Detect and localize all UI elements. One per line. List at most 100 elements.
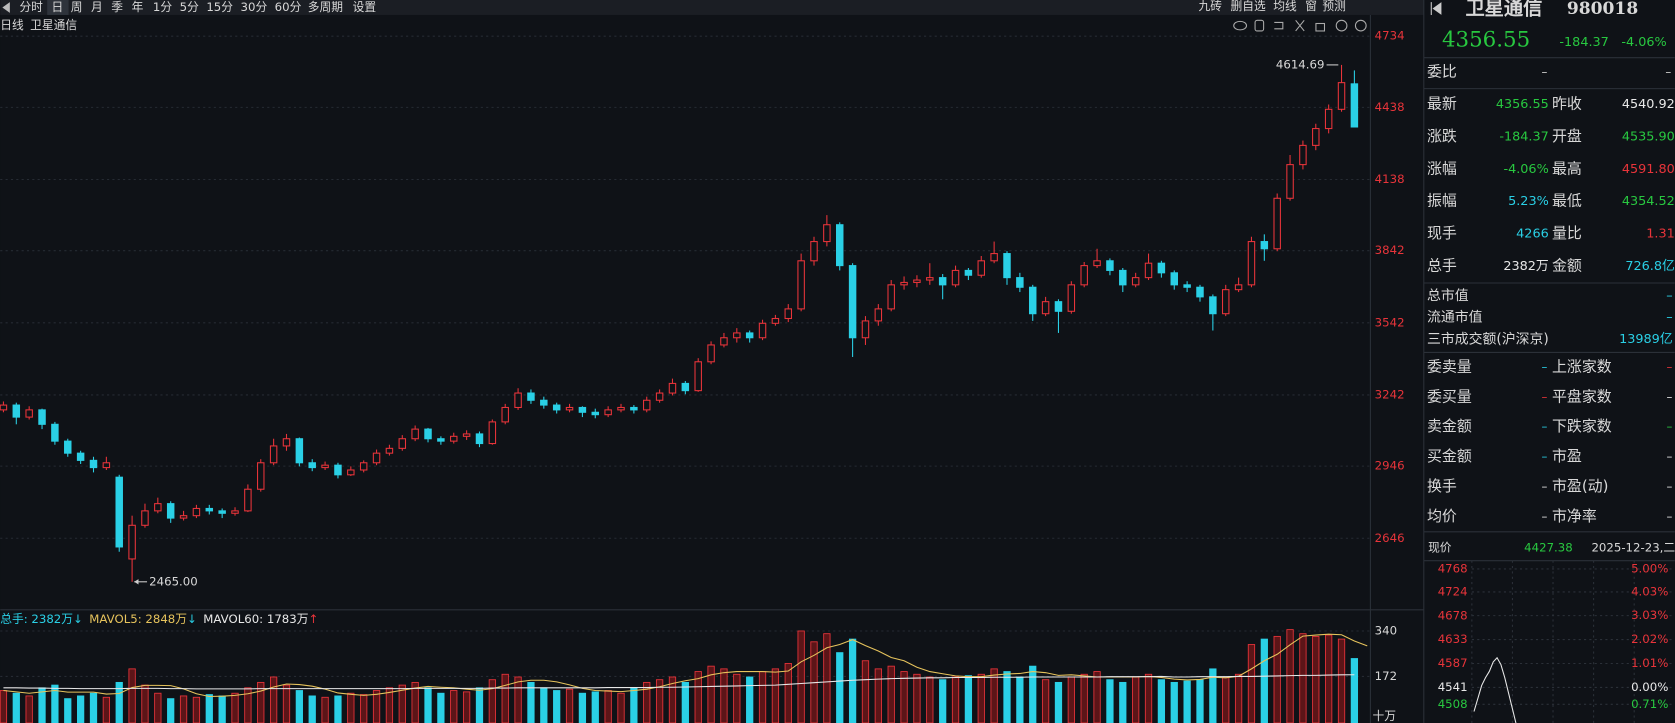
- volume-bar: [848, 638, 857, 723]
- candle-body: [848, 265, 857, 339]
- candle-body: [334, 464, 342, 476]
- price-change-pct: -4.06%: [1621, 35, 1666, 50]
- field-label: 最低: [1552, 192, 1582, 210]
- undo-icon[interactable]: [1274, 21, 1284, 30]
- candle-body: [1157, 262, 1166, 274]
- period-button[interactable]: 30分: [241, 0, 268, 14]
- volume-bar: [527, 681, 535, 723]
- period-button[interactable]: 分时: [19, 0, 43, 14]
- volume-bar: [540, 687, 548, 723]
- volume-bar: [951, 676, 960, 723]
- zoom-in-icon[interactable]: [1335, 19, 1348, 32]
- volume-bar: [823, 633, 831, 723]
- volume-bar: [746, 676, 754, 723]
- back-icon[interactable]: [1430, 2, 1442, 15]
- field-value: –: [1542, 450, 1548, 464]
- period-button[interactable]: 60分: [275, 0, 302, 14]
- candle-body: [1183, 284, 1191, 288]
- candle-body: [938, 277, 947, 286]
- volume-bar: [0, 690, 8, 723]
- period-button[interactable]: 月: [91, 0, 103, 14]
- volume-bar: [89, 692, 98, 723]
- volume-bar: [282, 684, 291, 723]
- volume-bar: [488, 679, 496, 723]
- volume-bar: [347, 692, 355, 723]
- intraday-price-label: 现价: [1428, 540, 1452, 554]
- legend-trend: ↓: [187, 612, 197, 626]
- tool-button[interactable]: 九砖: [1198, 0, 1222, 13]
- candle-body: [76, 452, 85, 461]
- candle-body: [835, 224, 844, 267]
- volume-bar: [1183, 680, 1191, 723]
- field-label: 振幅: [1427, 192, 1457, 210]
- volume-bar: [141, 684, 149, 723]
- eye-icon[interactable]: [1233, 20, 1248, 31]
- period-button[interactable]: 年: [132, 0, 144, 14]
- candle-body: [0, 404, 8, 411]
- chart-name: 卫星通信: [30, 18, 77, 32]
- field-value: –: [1666, 310, 1672, 325]
- field-label: 现手: [1427, 224, 1457, 242]
- candle-body: [951, 269, 960, 286]
- tool-button[interactable]: 均线: [1273, 0, 1297, 13]
- cut-icon[interactable]: [1295, 19, 1305, 32]
- zoom-out-icon[interactable]: [1354, 19, 1367, 32]
- legend-label: MAVOL5: 2848万: [89, 612, 187, 626]
- period-button[interactable]: 日: [51, 0, 63, 14]
- y-tick-label: 4678: [1438, 608, 1468, 622]
- field-label: 上涨家数: [1552, 357, 1612, 375]
- volume-bar: [1041, 679, 1050, 723]
- field-value: 4266: [1516, 227, 1549, 242]
- volume-bar: [360, 694, 368, 723]
- field-value: 1.31: [1646, 227, 1675, 242]
- field-value: 2382万: [1503, 259, 1549, 274]
- tool-button[interactable]: 删自选: [1231, 0, 1266, 13]
- volume-bar: [964, 675, 973, 723]
- field-label: 总手: [1427, 256, 1457, 274]
- lock-icon[interactable]: [1315, 22, 1326, 32]
- tool-button[interactable]: 窗: [1305, 0, 1317, 13]
- volume-bar: [1170, 681, 1178, 723]
- period-button[interactable]: 15分: [206, 0, 233, 14]
- legend-trend: ↑: [308, 612, 318, 626]
- period-button[interactable]: 多周期: [308, 0, 343, 14]
- hand-icon[interactable]: [1254, 19, 1265, 32]
- field-value: –: [1666, 420, 1672, 434]
- y-tick-label: 4633: [1438, 632, 1468, 646]
- candle-body: [990, 253, 998, 262]
- y-tick-label: 172: [1375, 669, 1397, 683]
- nav-left[interactable]: [2, 2, 10, 13]
- candle-body: [475, 433, 484, 445]
- field-label: 涨跌: [1427, 127, 1457, 145]
- y-tick-label: 2946: [1375, 459, 1405, 473]
- legend-label: 总手: 2382万: [0, 612, 73, 626]
- y-tick-label: 3542: [1375, 315, 1405, 329]
- period-button[interactable]: 1分: [153, 0, 172, 14]
- tool-button[interactable]: 预测: [1322, 0, 1345, 13]
- low-label: 2465.00: [149, 574, 198, 588]
- candle-body: [424, 428, 432, 440]
- candle-body: [308, 462, 316, 469]
- candle-body: [141, 510, 149, 526]
- candle-body: [269, 445, 278, 464]
- volume-bar: [385, 687, 394, 723]
- period-button[interactable]: 季: [111, 0, 123, 14]
- period-button[interactable]: 设置: [353, 0, 377, 14]
- candle-body: [823, 224, 831, 243]
- volume-bar: [128, 668, 136, 723]
- period-button[interactable]: 5分: [180, 0, 199, 14]
- volume-bar: [167, 698, 175, 723]
- candle-body: [1041, 301, 1050, 315]
- candle-body: [797, 260, 805, 310]
- volume-bar: [1119, 681, 1127, 723]
- intraday-line: [1473, 656, 1517, 723]
- candle-body: [784, 308, 793, 320]
- period-button[interactable]: 周: [71, 0, 83, 14]
- field-label: 流通市值: [1427, 309, 1483, 326]
- candle-body: [552, 404, 561, 411]
- volume-bar: [1325, 634, 1333, 723]
- field-value: –: [1542, 509, 1548, 523]
- field-label: 委买量: [1427, 387, 1472, 405]
- volume-bar: [836, 652, 844, 723]
